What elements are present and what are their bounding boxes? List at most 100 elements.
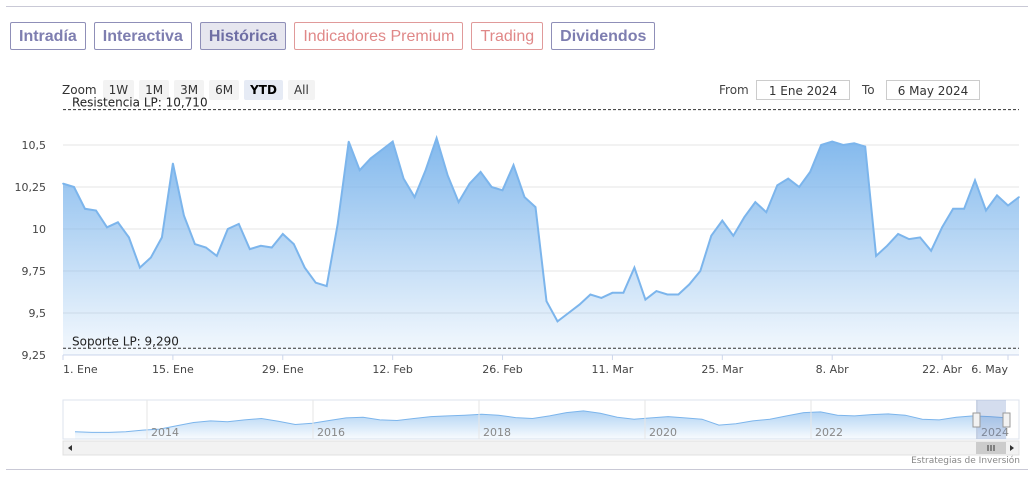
price-point (897, 233, 899, 235)
price-point (809, 171, 811, 173)
zoom-all-button[interactable]: All (287, 80, 315, 100)
zoom-ytd-button[interactable]: YTD (244, 80, 283, 100)
price-point (238, 223, 240, 225)
zoom-6m-button[interactable]: 6M (209, 80, 240, 100)
price-point (325, 285, 328, 287)
price-point (391, 140, 394, 143)
x-tick-label: 25. Mar (701, 363, 743, 376)
price-point (227, 228, 229, 230)
zoom-1m-button[interactable]: 1M (139, 80, 170, 100)
x-tick-label: 29. Ene (262, 363, 304, 376)
price-point (1018, 196, 1020, 198)
price-point (677, 293, 680, 296)
scroll-right-icon[interactable] (1010, 445, 1014, 451)
price-point (216, 255, 218, 257)
price-point (864, 145, 866, 148)
price-point (930, 250, 932, 252)
y-tick-label: 9,75 (22, 265, 47, 278)
price-point (655, 290, 658, 292)
price-point (886, 245, 888, 247)
price-point (369, 157, 372, 160)
navigator-year-label: 2018 (483, 426, 511, 439)
navigator-right-handle[interactable] (1002, 412, 1011, 428)
navigator-area (75, 410, 1007, 439)
support-label: Soporte LP: 9,290 (72, 334, 179, 348)
price-point (468, 182, 471, 185)
price-point (545, 300, 548, 303)
navigator-line (74, 410, 1008, 433)
price-point (732, 234, 735, 237)
price-area (63, 138, 1019, 355)
navigator-year-label: 2020 (649, 426, 677, 439)
price-point (249, 248, 251, 250)
price-point (435, 137, 438, 139)
price-point (490, 186, 493, 188)
zoom-3m-button[interactable]: 3M (174, 80, 205, 100)
bottom-divider (6, 469, 1028, 470)
price-point (479, 171, 482, 173)
price-point (293, 243, 295, 245)
price-point (633, 266, 636, 269)
price-point (446, 174, 449, 176)
price-point (941, 226, 943, 229)
navigator-left-handle[interactable] (972, 412, 981, 428)
tab-intradia[interactable]: Intradía (10, 22, 86, 50)
price-point (117, 221, 119, 224)
navigator-year-label: 2024 (981, 426, 1009, 439)
price-point (589, 293, 592, 296)
price-point (1007, 204, 1009, 207)
price-point (644, 298, 647, 301)
tab-trading[interactable]: Trading (471, 22, 544, 50)
price-point (952, 208, 954, 210)
zoom-label: Zoom (62, 83, 97, 97)
price-point (996, 194, 998, 197)
chart-credit: Estrategias de Inversión (911, 456, 1020, 466)
price-point (666, 293, 669, 296)
zoom-1w-button[interactable]: 1W (102, 80, 135, 100)
price-point (139, 266, 141, 269)
y-tick-label: 10,25 (15, 181, 47, 194)
price-point (260, 245, 262, 247)
to-date-input[interactable]: 6 May 2024 (886, 80, 980, 100)
price-point (974, 179, 976, 182)
price-line (62, 134, 1020, 323)
price-point (842, 144, 844, 146)
price-point (622, 292, 625, 294)
price-point (831, 140, 833, 143)
price-point (161, 236, 163, 239)
navigator-scrollbar[interactable] (62, 440, 1020, 456)
price-point (985, 209, 987, 212)
x-tick-label: 8. Abr (816, 363, 849, 376)
navigator-selection[interactable] (976, 400, 1006, 439)
price-point (314, 281, 317, 284)
x-tick-label: 11. Mar (592, 363, 634, 376)
from-date-input[interactable]: 1 Ene 2024 (756, 80, 850, 100)
price-point (358, 169, 361, 171)
price-point (183, 214, 185, 217)
price-point (798, 186, 800, 188)
tab-interactiva[interactable]: Interactiva (93, 22, 192, 50)
price-point (820, 144, 822, 146)
price-point (205, 246, 207, 249)
view-tabs: Intradía Interactiva Histórica Indicador… (10, 22, 656, 50)
price-point (150, 256, 152, 259)
x-tick-label: 12. Feb (372, 363, 412, 376)
price-point (172, 162, 174, 165)
price-point (534, 206, 537, 208)
price-point (611, 292, 614, 294)
price-point (128, 236, 130, 239)
resistance-label: Resistencia LP: 10,710 (72, 96, 208, 110)
price-point (523, 196, 526, 198)
price-point (106, 226, 108, 229)
tab-dividendos[interactable]: Dividendos (551, 22, 656, 50)
price-point (303, 266, 306, 269)
price-point (380, 149, 383, 151)
x-tick-label: 1. Ene (63, 363, 98, 376)
top-divider (6, 6, 1028, 7)
tab-historica[interactable]: Histórica (199, 22, 287, 50)
navigator-year-label: 2014 (151, 426, 179, 439)
tab-indicadores-premium[interactable]: Indicadores Premium (294, 22, 464, 50)
scroll-left-icon[interactable] (68, 445, 72, 451)
price-point (688, 283, 691, 286)
price-point (194, 243, 196, 245)
